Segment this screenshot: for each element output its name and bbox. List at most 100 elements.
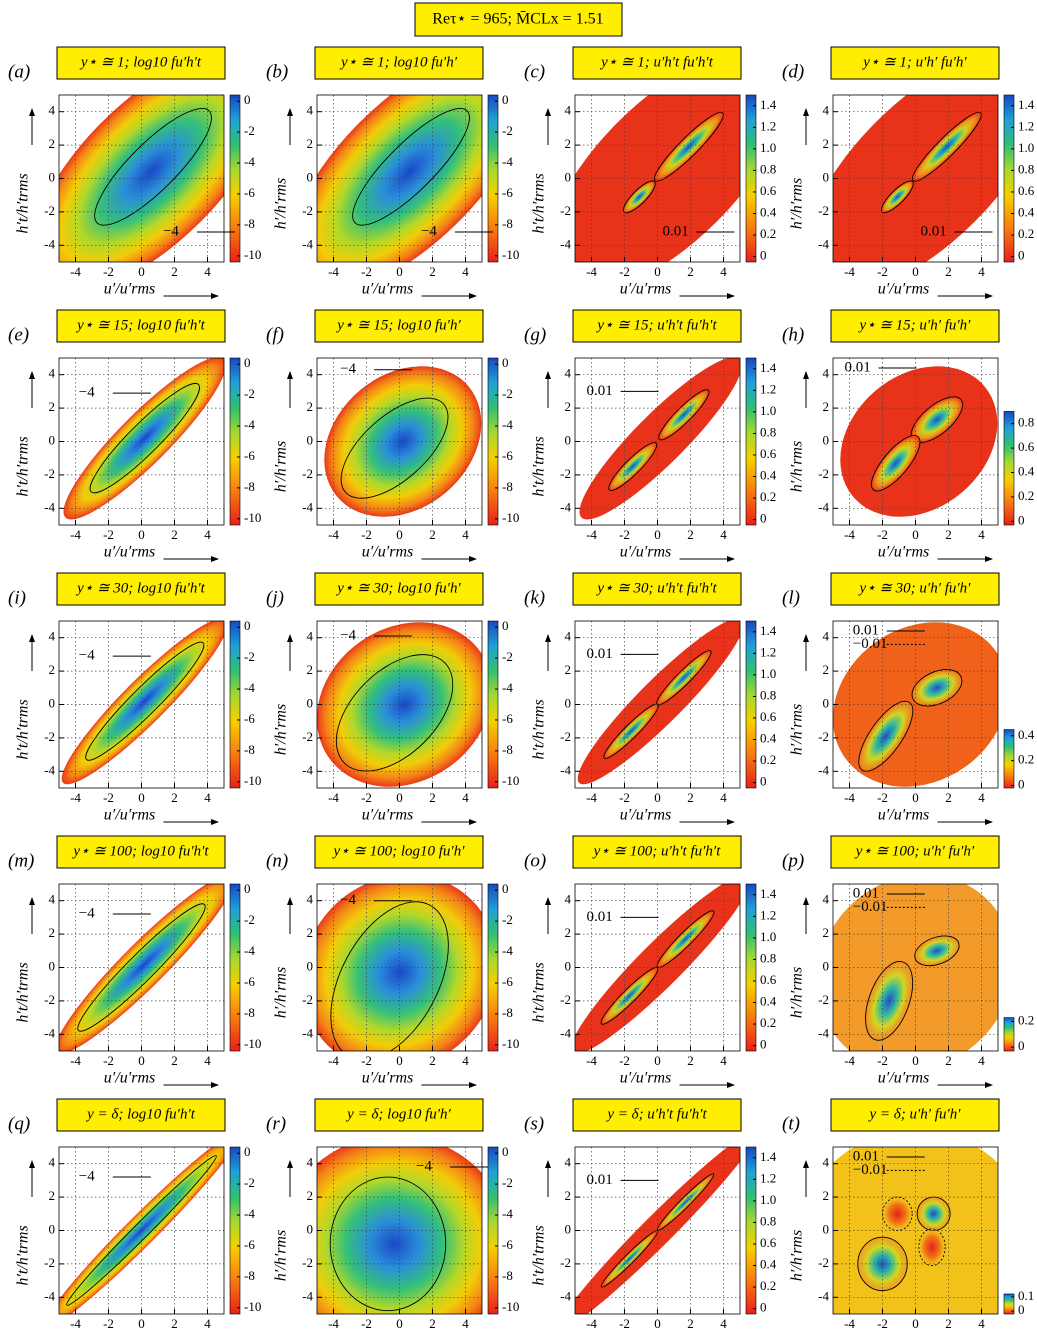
colorbar-tick-label: -10 — [244, 510, 261, 525]
y-tick-label: 2 — [565, 925, 572, 940]
y-tick-label: 2 — [307, 1188, 314, 1203]
colorbar — [487, 357, 499, 526]
x-axis-label: u′/u′rms — [620, 281, 671, 298]
y-tick-label: 0 — [307, 1221, 314, 1236]
y-tick-label: 2 — [823, 1188, 830, 1203]
colorbar — [745, 620, 757, 789]
colorbar-tick-label: -6 — [244, 711, 255, 726]
colorbar-tick-label: 0.1 — [1018, 1288, 1034, 1303]
y-tick-label: -4 — [302, 762, 313, 777]
y-axis-label: h′t/h′trms — [15, 962, 32, 1022]
colorbar-tick-label: 1.4 — [760, 97, 777, 112]
x-tick-label: 0 — [396, 1053, 403, 1068]
x-tick-label: 2 — [945, 527, 952, 542]
colorbar-tick-label: -10 — [502, 1036, 519, 1051]
y-tick-label: 2 — [49, 399, 56, 414]
panel-title-box — [830, 309, 1000, 343]
y-axis-label: h′/h′rms — [273, 704, 290, 755]
contour-label: −4 — [163, 223, 179, 239]
panel: y⋆ ≅ 1; log10 fu′h′ (b) -4 -2 0 2 4 -4 -2 0 2 4 u′/u… — [266, 46, 519, 299]
contour-label: −0.01 — [853, 1162, 888, 1178]
x-tick-label: 4 — [978, 1316, 985, 1331]
colorbar-tick-label: 1.4 — [760, 1149, 777, 1164]
x-tick-label: -2 — [103, 790, 114, 805]
colorbar-tick-label: 0.8 — [760, 687, 776, 702]
contour-label: −4 — [79, 648, 95, 664]
x-tick-label: 0 — [654, 527, 661, 542]
heatmap-lobe — [911, 669, 963, 707]
colorbar-tick-label: 0.2 — [760, 489, 776, 504]
colorbar-tick-label: 0 — [244, 881, 251, 896]
colorbar-tick-label: -2 — [244, 912, 255, 927]
x-tick-label: 4 — [720, 1053, 727, 1068]
contour-line — [329, 1176, 447, 1312]
plot-frame — [58, 1146, 225, 1315]
panel: y = δ; log10 fu′h′t(q)-4-2024-4-2024u′/u… — [8, 1098, 261, 1331]
contour-label: −0.01 — [853, 899, 888, 915]
contour-line — [66, 1155, 217, 1306]
x-tick-label: 2 — [171, 1053, 178, 1068]
x-axis-label: u′/u′rms — [878, 281, 929, 298]
x-tick-label: -4 — [586, 1316, 597, 1331]
contour-label: −4 — [421, 223, 437, 239]
panel-label: (o) — [524, 850, 546, 871]
x-tick-label: 2 — [687, 527, 694, 542]
colorbar-tick-label: -2 — [244, 386, 255, 401]
colorbar-tick-label: 1.2 — [1018, 118, 1034, 133]
colorbar — [229, 94, 241, 263]
x-tick-label: 2 — [171, 264, 178, 279]
panel-label: (r) — [266, 1113, 286, 1134]
y-tick-label: 0 — [565, 169, 572, 184]
heatmap-lobe — [911, 111, 982, 182]
colorbar — [745, 883, 757, 1052]
y-tick-label: 4 — [565, 1155, 572, 1170]
y-tick-label: 4 — [307, 892, 314, 907]
panel-label: (k) — [524, 587, 545, 608]
colorbar-tick-label: 0 — [502, 881, 509, 896]
y-tick-label: 2 — [823, 136, 830, 151]
panel: y⋆ ≅ 30; log10 fu′h′ (j) -4 -2 0 2 4 -4 -2 0 2 4 u′/… — [266, 572, 519, 825]
x-tick-label: -2 — [361, 527, 372, 542]
colorbar — [1003, 1017, 1015, 1052]
plot-frame — [316, 883, 483, 1052]
x-tick-label: -4 — [328, 790, 339, 805]
x-tick-label: 0 — [912, 1053, 919, 1068]
y-tick-label: -2 — [818, 729, 829, 744]
colorbar-tick-label: -2 — [244, 649, 255, 664]
y-tick-label: -4 — [560, 762, 571, 777]
colorbar-tick-label: 0.4 — [760, 468, 777, 483]
y-tick-label: -4 — [44, 1025, 55, 1040]
colorbar-tick-label: -2 — [244, 1175, 255, 1190]
colorbar-tick-label: 0 — [760, 774, 767, 789]
x-tick-label: 0 — [138, 1053, 145, 1068]
colorbar-tick-label: 1.0 — [760, 1192, 776, 1207]
heatmap — [317, 1147, 482, 1314]
y-tick-label: 2 — [49, 136, 56, 151]
y-tick-label: -4 — [44, 1288, 55, 1303]
x-tick-label: -4 — [70, 1316, 81, 1331]
x-tick-label: 4 — [462, 527, 469, 542]
colorbar-tick-label: 1.2 — [760, 907, 776, 922]
x-tick-label: -4 — [70, 790, 81, 805]
heatmap — [575, 95, 740, 262]
colorbar-tick-label: 0 — [244, 618, 251, 633]
plot-frame — [832, 357, 999, 526]
y-tick-label: 0 — [307, 958, 314, 973]
panel: y⋆ ≅ 1; u′h′t fu′h′t (c) -4 -2 0 2 4 -4 -2 0 2 4 u′/… — [524, 46, 777, 299]
x-tick-label: -4 — [844, 527, 855, 542]
colorbar-tick-label: 0.6 — [760, 972, 777, 987]
x-tick-label: -4 — [844, 1053, 855, 1068]
heatmap-lobe — [600, 1230, 659, 1288]
x-tick-label: -4 — [586, 527, 597, 542]
plot-frame — [316, 1146, 483, 1315]
heatmap-lobe — [882, 1196, 913, 1231]
colorbar — [745, 94, 757, 263]
heatmap — [317, 622, 482, 787]
x-tick-label: 2 — [687, 790, 694, 805]
colorbar-tick-label: -6 — [244, 974, 255, 989]
y-tick-label: -2 — [44, 729, 55, 744]
heatmap — [324, 366, 482, 517]
colorbar-tick-label: -4 — [244, 1206, 255, 1221]
y-tick-label: 4 — [307, 629, 314, 644]
panel-label: (g) — [524, 324, 546, 345]
